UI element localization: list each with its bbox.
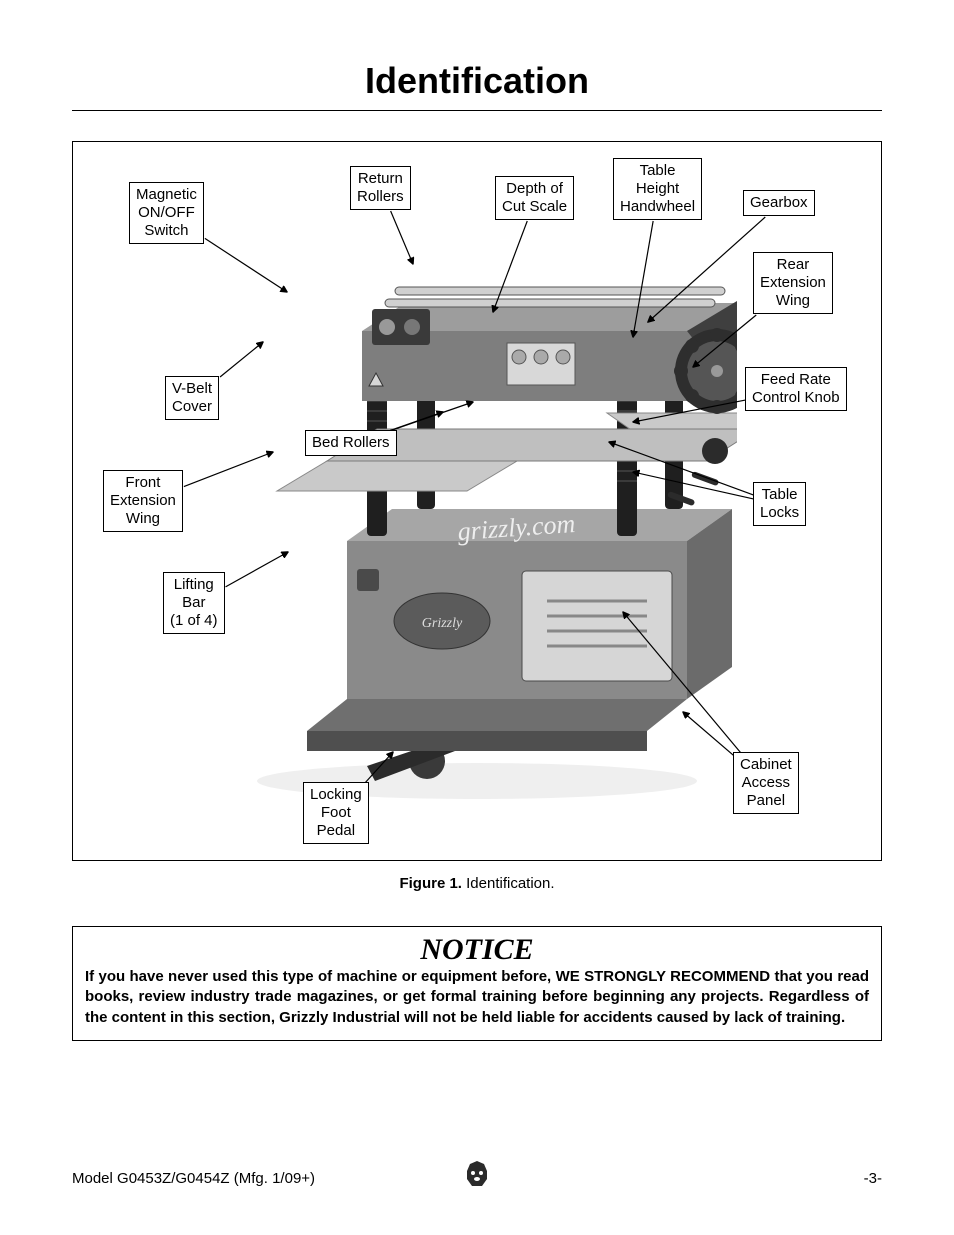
callout-vbelt: V-BeltCover [165,376,219,420]
notice-title: NOTICE [85,935,869,965]
callout-table-locks: TableLocks [753,482,806,526]
figure-caption: Figure 1. Identification. [72,875,882,892]
callout-bed-rollers: Bed Rollers [305,430,397,456]
callout-cabinet-panel: CabinetAccessPanel [733,752,799,814]
figure-caption-text: Identification. [462,875,555,892]
callout-front-ext: FrontExtensionWing [103,470,183,532]
page-title: Identification [72,60,882,102]
figure-label: Figure 1. [399,875,462,892]
notice-box: NOTICE If you have never used this type … [72,926,882,1041]
page-footer: Model G0453Z/G0454Z (Mfg. 1/09+) -3- [72,1170,882,1187]
callout-locking-pedal: LockingFootPedal [303,782,369,844]
callout-depth-scale: Depth ofCut Scale [495,176,574,220]
notice-body: If you have never used this type of mach… [85,967,869,1028]
footer-model: Model G0453Z/G0454Z (Mfg. 1/09+) [72,1170,315,1187]
callout-feed-rate: Feed RateControl Knob [745,367,847,411]
callout-return-rollers: ReturnRollers [350,166,411,210]
figure-box: Grizzly grizzly.com [72,141,882,861]
title-rule [72,110,882,111]
callout-lifting-bar: LiftingBar(1 of 4) [163,572,225,634]
callout-magnetic-switch: MagneticON/OFFSwitch [129,182,204,244]
callout-table-height: TableHeightHandwheel [613,158,702,220]
callout-rear-ext: RearExtensionWing [753,252,833,314]
footer-logo-icon [462,1159,492,1193]
callout-gearbox: Gearbox [743,190,815,216]
footer-page-number: -3- [864,1170,882,1187]
